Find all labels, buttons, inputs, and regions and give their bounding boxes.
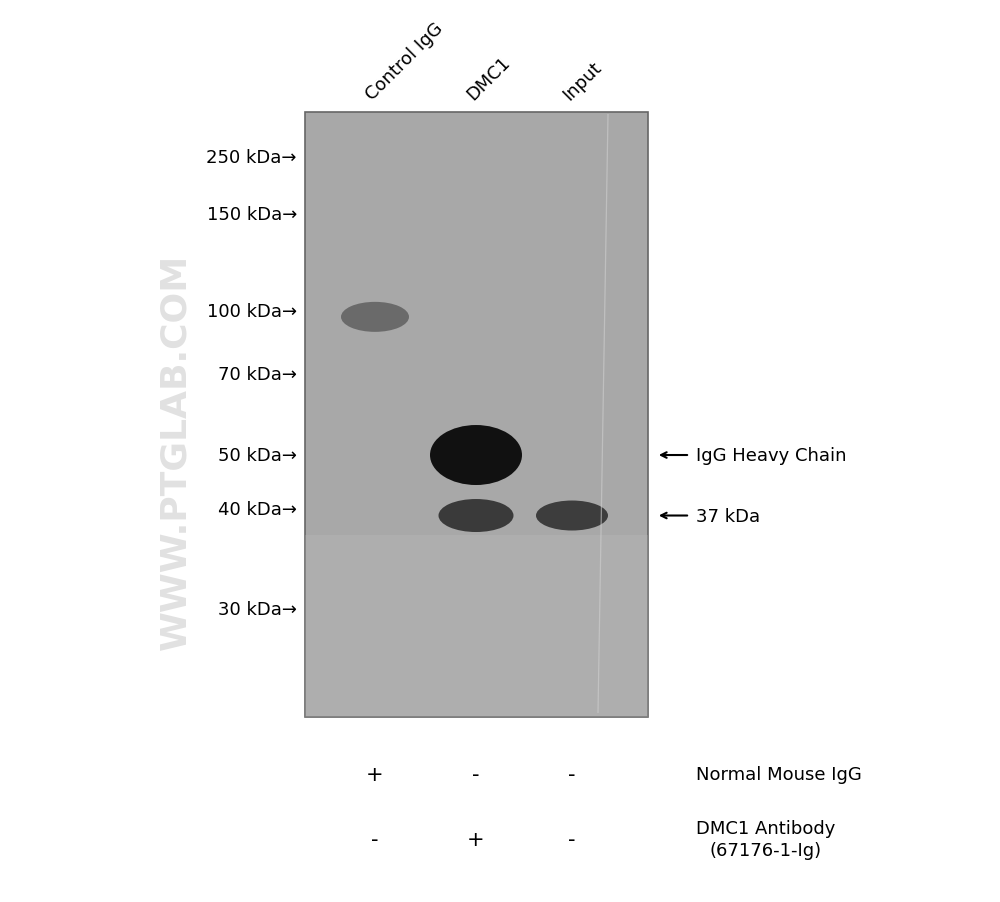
Text: DMC1: DMC1 [463, 53, 514, 104]
Text: 70 kDa→: 70 kDa→ [218, 365, 297, 383]
Text: 150 kDa→: 150 kDa→ [207, 206, 297, 224]
Ellipse shape [341, 302, 409, 333]
Text: -: - [472, 764, 480, 784]
Text: 37 kDa: 37 kDa [696, 507, 760, 525]
Ellipse shape [438, 500, 514, 532]
Ellipse shape [430, 426, 522, 485]
Text: -: - [568, 829, 576, 849]
Text: 250 kDa→: 250 kDa→ [207, 149, 297, 167]
Text: -: - [568, 764, 576, 784]
Bar [305, 536, 648, 717]
Text: +: + [366, 764, 384, 784]
Text: -: - [371, 829, 379, 849]
Text: DMC1 Antibody
(67176-1-Ig): DMC1 Antibody (67176-1-Ig) [696, 819, 835, 859]
Text: Input: Input [559, 58, 605, 104]
Text: Normal Mouse IgG: Normal Mouse IgG [696, 765, 862, 783]
Text: 30 kDa→: 30 kDa→ [218, 600, 297, 618]
Text: Control IgG: Control IgG [362, 20, 447, 104]
Bar [305, 113, 648, 717]
Text: +: + [467, 829, 485, 849]
Text: 40 kDa→: 40 kDa→ [218, 501, 297, 519]
Text: WWW.PTGLAB.COM: WWW.PTGLAB.COM [158, 253, 192, 649]
Text: 50 kDa→: 50 kDa→ [218, 446, 297, 465]
Text: IgG Heavy Chain: IgG Heavy Chain [696, 446, 847, 465]
Text: 100 kDa→: 100 kDa→ [207, 302, 297, 320]
Ellipse shape [536, 501, 608, 531]
